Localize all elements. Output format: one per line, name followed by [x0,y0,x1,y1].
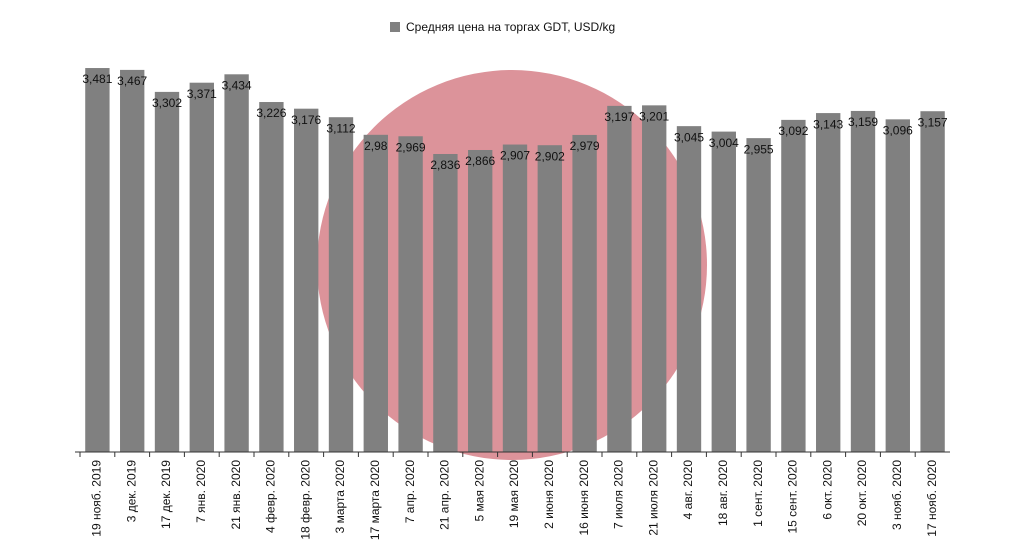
bar [294,108,319,452]
data-label: 2,955 [744,142,774,156]
data-label: 3,201 [639,110,669,124]
legend-label: Средняя цена на торгах GDT, USD/kg [406,20,615,34]
bar [920,111,945,452]
bar [120,69,145,452]
bar [711,131,736,452]
data-label: 3,176 [291,113,321,127]
x-tick-label: 17 нояб. 2020 [925,460,939,537]
data-label: 3,481 [82,72,112,86]
bar [189,82,214,452]
x-tick-label: 20 окт. 2020 [855,460,869,527]
x-tick-label: 6 окт. 2020 [820,460,834,520]
x-tick-label: 1 сент. 2020 [751,460,765,527]
x-tick-label: 16 июня 2020 [577,460,591,536]
data-label: 3,371 [187,87,217,101]
x-tick-label: 17 марта 2020 [368,460,382,540]
x-tick-label: 2 июня 2020 [542,460,556,529]
data-label: 3,157 [918,115,948,129]
data-label: 2,969 [396,140,426,154]
x-tick-label: 7 июля 2020 [612,460,626,529]
data-label: 2,98 [364,139,388,153]
x-tick-label: 18 февр. 2020 [298,460,312,540]
data-label: 3,045 [674,130,704,144]
data-label: 3,226 [256,106,286,120]
bar [746,138,771,452]
data-label: 2,836 [430,158,460,172]
data-label: 3,004 [709,136,739,150]
data-label: 3,434 [222,78,252,92]
data-label: 2,866 [465,154,495,168]
bar [85,68,110,453]
bar [363,134,388,452]
x-tick-label: 21 июля 2020 [646,460,660,536]
x-tick-label: 7 апр. 2020 [403,460,417,524]
data-label: 3,467 [117,74,147,88]
x-tick-label: 5 мая 2020 [472,460,486,522]
bar [398,136,423,453]
data-label: 2,979 [570,139,600,153]
bar [224,74,249,452]
x-tick-label: 4 авг. 2020 [681,460,695,520]
data-label: 2,902 [535,149,565,163]
bar [850,110,876,452]
x-tick-label: 3 дек. 2019 [124,460,138,523]
bar [328,117,354,453]
bar [468,149,493,453]
x-tick-label: 15 сент. 2020 [786,460,800,534]
bar [676,126,702,453]
x-tick-label: 21 янв. 2020 [229,460,243,530]
x-tick-label: 3 нояб. 2020 [890,460,904,530]
data-label: 3,112 [326,121,355,135]
data-label: 3,302 [152,96,182,110]
x-tick-label: 3 марта 2020 [333,460,347,534]
data-label: 3,159 [848,115,878,129]
bar [433,153,458,452]
data-label: 3,096 [883,124,913,138]
x-tick-label: 4 февр. 2020 [264,460,278,533]
legend-swatch [390,22,400,32]
bar [537,145,562,452]
bar [642,105,667,452]
x-tick-label: 17 дек. 2019 [159,460,173,529]
bar [572,134,597,453]
x-tick-label: 18 авг. 2020 [716,460,730,526]
x-tick-label: 19 мая 2020 [507,460,521,528]
data-label: 2,907 [500,149,530,163]
x-tick-label: 7 янв. 2020 [194,460,208,523]
bar [607,105,632,453]
data-label: 3,197 [604,110,634,124]
bar [259,102,284,453]
x-tick-label: 21 апр. 2020 [438,460,452,530]
bar [502,144,528,452]
bar [816,113,841,453]
bar [885,119,910,452]
bar [781,119,806,452]
bar [154,91,180,453]
data-label: 3,143 [813,117,843,131]
x-tick-label: 19 нояб. 2019 [90,460,104,537]
data-label: 3,092 [778,124,808,138]
